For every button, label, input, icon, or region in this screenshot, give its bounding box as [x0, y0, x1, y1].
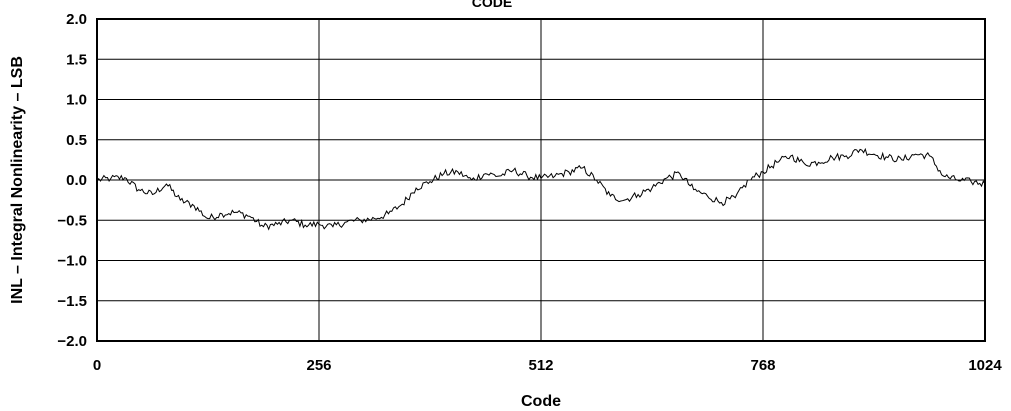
- y-tick-label: 1.0: [66, 92, 87, 109]
- x-tick-label: 1024: [968, 357, 1002, 374]
- grid-lines: [97, 19, 985, 341]
- x-axis-title: Code: [521, 393, 561, 410]
- chart-top-text: CODE: [472, 0, 512, 10]
- y-tick-label: −1.5: [57, 293, 87, 310]
- y-tick-label: −1.0: [57, 253, 87, 270]
- y-tick-label: 0.5: [66, 132, 87, 149]
- x-tick-label: 256: [306, 357, 331, 374]
- y-tick-label: −0.5: [57, 212, 87, 229]
- x-tick-label: 512: [528, 357, 553, 374]
- y-tick-label: 2.0: [66, 11, 87, 28]
- y-tick-label: −2.0: [57, 333, 87, 350]
- x-tick-label: 768: [750, 357, 775, 374]
- y-axis-ticks: 2.0 1.5 1.0 0.5 0.0 −0.5 −1.0 −1.5 −2.0: [57, 11, 87, 350]
- y-tick-label: 1.5: [66, 51, 87, 68]
- x-tick-label: 0: [93, 357, 101, 374]
- y-tick-label: 0.0: [66, 172, 87, 189]
- x-axis-ticks: 0 256 512 768 1024: [93, 357, 1003, 374]
- inl-series-line: [96, 147, 986, 231]
- y-axis-title: INL – Integral Nonlinearity – LSB: [9, 56, 26, 304]
